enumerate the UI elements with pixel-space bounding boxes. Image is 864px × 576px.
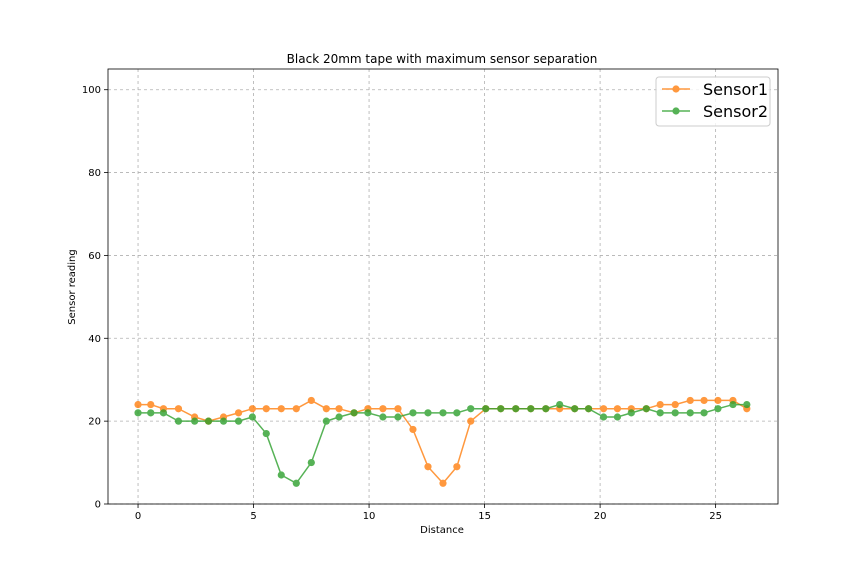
plot-frame	[107, 68, 779, 505]
data-point	[277, 405, 285, 413]
data-point	[613, 413, 622, 421]
legend: Sensor1 Sensor2	[655, 76, 771, 127]
data-point	[147, 409, 155, 417]
data-point	[307, 396, 315, 405]
data-point	[527, 405, 535, 413]
data-point	[335, 413, 343, 421]
data-point	[497, 405, 505, 413]
legend-marker	[672, 85, 680, 93]
x-tick-label: 10	[363, 511, 376, 522]
legend-marker	[672, 107, 680, 115]
legend-label: Sensor1	[703, 80, 768, 99]
data-point	[482, 405, 490, 413]
data-point	[262, 429, 270, 438]
y-tick-label: 60	[88, 251, 101, 262]
data-point	[409, 425, 417, 434]
data-point	[134, 400, 142, 409]
data-point	[743, 400, 751, 409]
data-point	[248, 413, 256, 421]
data-point	[453, 463, 461, 471]
legend-item	[662, 85, 690, 93]
data-point	[350, 409, 358, 417]
y-tick-label: 40	[88, 334, 101, 345]
data-point	[686, 409, 694, 417]
data-point	[627, 409, 635, 417]
axis-ticks: 0 5 10 15 20 25 0 20 40 60 80 100	[82, 85, 722, 522]
data-point	[174, 417, 183, 425]
data-point	[656, 409, 664, 417]
data-point	[671, 400, 679, 409]
data-point	[204, 417, 213, 425]
data-point	[700, 409, 708, 417]
data-point	[424, 409, 432, 417]
legend-item	[662, 107, 690, 115]
data-point	[292, 405, 300, 413]
data-point	[556, 400, 564, 409]
data-point	[248, 405, 256, 413]
data-point	[134, 409, 142, 417]
data-point	[307, 458, 315, 467]
data-point	[439, 479, 447, 487]
x-tick-label: 5	[250, 511, 256, 522]
grid	[108, 69, 778, 505]
data-point	[379, 405, 387, 413]
chart-title: Black 20mm tape with maximum sensor sepa…	[287, 52, 598, 66]
data-point	[700, 396, 708, 405]
data-point	[394, 413, 402, 421]
data-point	[714, 405, 722, 413]
data-point	[364, 409, 372, 417]
x-tick-label: 20	[594, 511, 607, 522]
data-point	[686, 396, 694, 405]
data-point	[234, 417, 243, 425]
data-point	[729, 400, 737, 409]
data-point	[322, 417, 330, 425]
data-point	[409, 409, 417, 417]
data-point	[424, 463, 432, 471]
data-point	[147, 400, 155, 409]
x-tick-label: 15	[478, 511, 491, 522]
data-point	[467, 405, 475, 413]
data-point	[656, 400, 664, 409]
x-axis-label: Distance	[420, 525, 464, 536]
data-point	[671, 409, 679, 417]
data-point	[379, 413, 387, 421]
data-point	[542, 405, 550, 413]
data-point	[159, 409, 168, 417]
y-tick-label: 0	[95, 500, 101, 511]
x-tick-label: 0	[135, 511, 141, 522]
data-point	[642, 405, 650, 413]
data-point	[599, 405, 608, 413]
data-point	[234, 409, 243, 417]
data-point	[453, 409, 461, 417]
data-point	[714, 396, 722, 405]
y-tick-label: 80	[88, 168, 101, 179]
data-point	[512, 405, 520, 413]
data-point	[174, 405, 183, 413]
data-point	[613, 405, 622, 413]
data-point	[292, 479, 300, 487]
data-point	[571, 405, 579, 413]
data-point	[439, 409, 447, 417]
data-point	[322, 405, 330, 413]
data-point	[467, 417, 475, 425]
data-point	[262, 405, 270, 413]
data-point	[394, 405, 402, 413]
data-point	[219, 417, 228, 425]
x-tick-label: 25	[709, 511, 722, 522]
legend-label: Sensor2	[703, 102, 768, 121]
y-axis-label: Sensor reading	[67, 249, 78, 324]
data-point	[599, 413, 608, 421]
y-tick-label: 100	[82, 85, 101, 96]
data-point	[277, 471, 285, 479]
data-point	[335, 405, 343, 413]
series-sensor2	[134, 400, 751, 487]
y-tick-label: 20	[88, 417, 101, 428]
data-point	[584, 405, 593, 413]
data-point	[191, 417, 199, 425]
series-layer	[134, 396, 751, 487]
